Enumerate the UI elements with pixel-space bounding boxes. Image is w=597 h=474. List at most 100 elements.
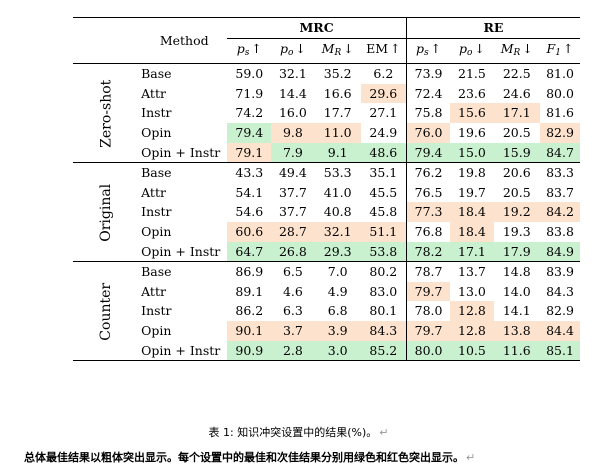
value-cell: 17.1: [450, 241, 494, 262]
value-cell: 24.6: [502, 85, 531, 101]
value-cell: 20.5: [502, 124, 531, 140]
method-cell: Opin + Instr: [141, 243, 221, 259]
value-cell: 81.0: [546, 66, 574, 82]
value-cell: 22.5: [502, 66, 531, 82]
table-row: Instr 86.2 6.3 6.8 80.1 78.0 12.8 14.1 82.9: [73, 301, 580, 321]
group-label: Counter: [98, 282, 115, 341]
value-cell: 78.0: [414, 303, 443, 319]
value-cell: 72.4: [414, 85, 443, 101]
value-cell: 79.7: [406, 281, 451, 302]
metric-arrow: ↓: [522, 40, 533, 56]
value-cell: 14.1: [502, 303, 531, 319]
value-cell: 15.6: [450, 103, 494, 123]
value-cell: 32.1: [278, 66, 307, 82]
group-label-cell: Zero-shot: [73, 64, 141, 163]
value-cell: 4.9: [327, 283, 348, 299]
value-cell: 20.5: [502, 184, 531, 200]
metric-header: ps ↑: [227, 38, 271, 64]
header-row-groups: Method MRC RE: [73, 17, 580, 48]
method-cell: Instr: [141, 204, 172, 220]
value-cell: 54.1: [235, 184, 264, 200]
value-cell: 17.1: [493, 103, 540, 123]
value-cell: 6.8: [327, 303, 348, 319]
metric-arrow: ↓: [295, 40, 306, 56]
value-cell: 4.6: [282, 283, 303, 299]
value-cell: 84.3: [546, 283, 574, 299]
method-cell: Base: [141, 165, 172, 181]
results-table-container: Method MRC RE ps ↑ po ↓ MR ↓ EM ↑ ps ↑ po ↓ MR ↓ F1 ↑ Zero…: [73, 17, 580, 361]
metric-arrow: ↓: [474, 40, 485, 56]
metric-symbol: p: [459, 40, 468, 56]
method-cell: Attr: [141, 85, 166, 101]
value-cell: 83.0: [360, 281, 407, 302]
return-mark-icon: ↵: [379, 426, 389, 439]
value-cell: 84.7: [539, 142, 580, 163]
value-cell: 80.1: [360, 301, 407, 321]
table-row: Instr 54.6 37.7 40.8 45.8 77.3 18.4 19.2 84.2: [73, 202, 580, 222]
value-cell: 12.8: [450, 320, 494, 341]
value-cell: 7.9: [271, 142, 315, 163]
value-cell: 13.0: [458, 283, 486, 299]
method-cell: Attr: [141, 184, 166, 200]
value-cell: 27.1: [360, 103, 407, 123]
value-cell: 84.9: [539, 241, 580, 262]
value-cell: 11.0: [314, 122, 361, 143]
value-cell: 6.2: [360, 63, 407, 84]
value-cell: 14.0: [502, 283, 531, 299]
value-cell: 77.3: [406, 202, 451, 222]
metric-subscript: o: [287, 47, 294, 58]
value-cell: 37.7: [278, 204, 307, 220]
value-cell: 3.7: [271, 320, 315, 341]
metric-subscript: o: [467, 47, 473, 58]
table-row: Opin 79.4 9.8 11.0 24.9 76.0 19.6 20.5 82.9: [73, 122, 580, 143]
metric-symbol: p: [279, 40, 288, 56]
table-row: Opin 90.1 3.7 3.9 84.3 79.7 12.8 13.8 84.4: [73, 320, 580, 341]
value-cell: 71.9: [235, 85, 264, 101]
value-cell: 23.6: [458, 85, 486, 101]
mrc-header: MRC: [227, 17, 407, 39]
metric-arrow: ↑: [430, 40, 442, 56]
value-cell: 6.3: [282, 303, 303, 319]
value-cell: 79.4: [406, 142, 451, 163]
value-cell: 12.8: [450, 301, 494, 321]
value-cell: 83.9: [546, 264, 574, 280]
header-blank: [73, 18, 141, 39]
header-row-metrics: ps ↑ po ↓ MR ↓ EM ↑ ps ↑ po ↓ MR ↓ F1 ↑: [73, 38, 580, 64]
value-cell: 15.0: [450, 142, 494, 163]
metric-symbol: M: [500, 40, 514, 56]
value-cell: 86.9: [235, 264, 264, 280]
value-cell: 11.6: [493, 340, 540, 361]
value-cell: 78.7: [414, 264, 443, 280]
value-cell: 13.8: [493, 320, 540, 341]
table-row: Attr 54.1 37.7 41.0 45.5 76.5 19.7 20.5 83.7: [73, 182, 580, 203]
value-cell: 21.5: [458, 66, 486, 82]
method-cell: Opin: [141, 124, 172, 140]
value-cell: 80.0: [546, 85, 574, 101]
value-cell: 26.8: [271, 241, 315, 262]
value-cell: 74.2: [235, 105, 264, 121]
table-row: Counter Base 86.9 6.5 7.0 80.2 78.7 13.7 14.8 83.…: [73, 261, 580, 341]
metric-arrow: ↓: [343, 40, 354, 56]
metric-arrow: ↑: [562, 40, 574, 56]
metric-header: po ↓: [450, 38, 493, 64]
table-row: Instr 74.2 16.0 17.7 27.1 75.8 15.6 17.1 81.6: [73, 103, 580, 123]
value-cell: 79.7: [406, 320, 451, 341]
value-cell: 53.3: [323, 165, 352, 181]
value-cell: 85.2: [360, 340, 407, 361]
value-cell: 19.6: [458, 124, 486, 140]
value-cell: 9.1: [314, 142, 361, 163]
value-cell: 10.5: [450, 340, 494, 361]
metric-symbol: p: [236, 40, 245, 56]
metric-subscript: R: [334, 47, 342, 58]
value-cell: 17.7: [323, 105, 352, 121]
table-row: Attr 89.1 4.6 4.9 83.0 79.7 13.0 14.0 84.3: [73, 281, 580, 302]
value-cell: 76.0: [406, 122, 451, 143]
value-cell: 24.9: [360, 122, 407, 143]
value-cell: 60.6: [227, 221, 272, 242]
method-header: Method: [159, 32, 209, 48]
metric-symbol: p: [416, 40, 425, 56]
value-cell: 79.1: [227, 142, 272, 163]
value-cell: 13.7: [458, 264, 486, 280]
metric-arrow: ↑: [390, 40, 401, 56]
value-cell: 32.1: [314, 221, 361, 242]
